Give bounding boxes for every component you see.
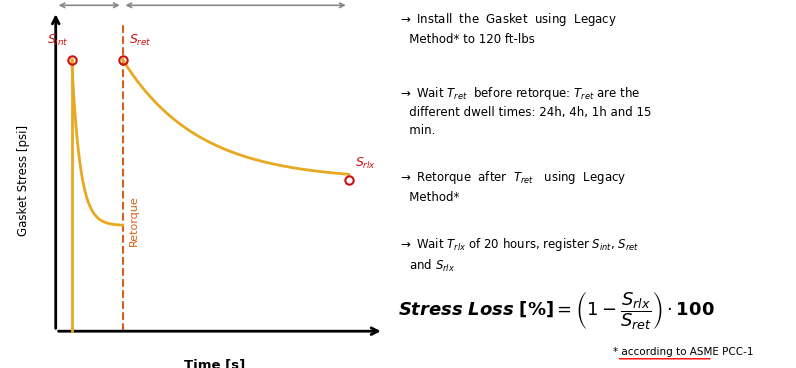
Text: $S_{rlx}$: $S_{rlx}$ [355,156,377,171]
Text: $\rightarrow$ Retorque  after  $T_{ret}$   using  Legacy
   Method*: $\rightarrow$ Retorque after $T_{ret}$ u… [398,169,626,204]
Text: Retorque: Retorque [129,195,139,246]
Text: $\boldsymbol{Stress\ Loss}$ $\mathbf{[\%]} = \left(1 - \dfrac{S_{rlx}}{S_{ret}}\: $\boldsymbol{Stress\ Loss}$ $\mathbf{[\%… [398,291,715,332]
Text: $S_{ret}$: $S_{ret}$ [129,32,151,47]
Text: Gasket Stress [psi]: Gasket Stress [psi] [18,125,30,236]
Text: $\rightarrow$ Wait $T_{rlx}$ of 20 hours, register $S_{int}$, $S_{ret}$
   and $: $\rightarrow$ Wait $T_{rlx}$ of 20 hours… [398,236,639,274]
Text: $\rightarrow$ Install  the  Gasket  using  Legacy
   Method* to 120 ft-lbs: $\rightarrow$ Install the Gasket using L… [398,11,617,46]
Text: $\rightarrow$ Wait $T_{ret}$  before retorque: $T_{ret}$ are the
   different dw: $\rightarrow$ Wait $T_{ret}$ before reto… [398,85,652,137]
Text: $S_{int}$: $S_{int}$ [47,32,68,47]
Text: * according to ASME PCC-1: * according to ASME PCC-1 [613,347,754,357]
Text: Time [s]: Time [s] [185,358,245,368]
